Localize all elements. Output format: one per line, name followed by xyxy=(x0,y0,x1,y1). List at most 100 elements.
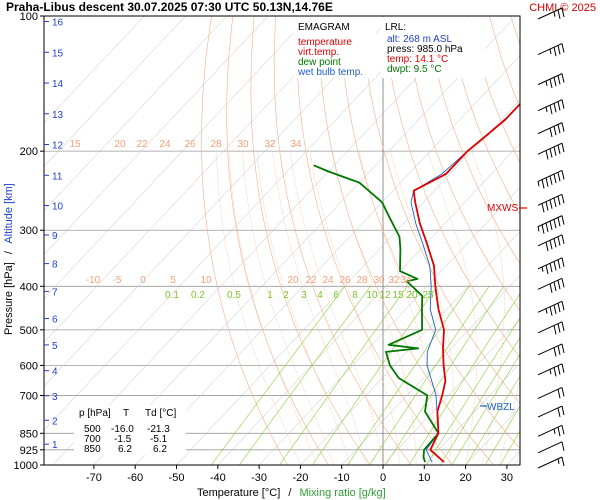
x-tick-label: -70 xyxy=(86,472,102,484)
wind-barb-feather xyxy=(557,217,561,227)
y-axis-label: Pressure [hPa] xyxy=(3,262,15,335)
y-tick-label: 700 xyxy=(20,390,38,402)
theta-label-upper: 24 xyxy=(159,139,171,150)
wind-barb-half-feather xyxy=(553,428,556,435)
series-temperature xyxy=(412,102,520,463)
theta-label-upper: 28 xyxy=(210,139,222,150)
level-table: p [hPa] T Td [°C] 500 -16.0 -21.3 700 -1… xyxy=(74,405,186,455)
mixing-ratio-label: 0.5 xyxy=(227,290,241,301)
altitude-tick-label: 11 xyxy=(52,171,63,182)
x-tick-label: -50 xyxy=(169,472,185,484)
wind-barb-feather xyxy=(561,456,565,467)
table-row-0-p: 500 xyxy=(84,424,101,435)
wind-barb-feather xyxy=(561,43,565,53)
wind-barb-half-feather xyxy=(549,369,552,375)
wind-barb xyxy=(537,193,565,213)
credit-text: CHMI © 2025 xyxy=(529,2,596,14)
wbzl-marker: WBZL xyxy=(480,402,515,413)
y-tick-label: 200 xyxy=(20,146,38,158)
isotherm-line xyxy=(44,16,228,211)
wind-barb-feather xyxy=(545,241,549,252)
theta-label-mid: 34 xyxy=(400,275,412,286)
mixing-ratio-line xyxy=(279,286,408,465)
wind-barb-feather xyxy=(549,78,553,89)
lrl-box: LRL: alt: 268 m ASL press: 985.0 hPa tem… xyxy=(381,17,485,78)
altitude-tick-label: 13 xyxy=(52,110,64,121)
isotherm-line xyxy=(424,362,520,465)
wind-barb-feather xyxy=(557,101,561,111)
altitude-tick-label: 6 xyxy=(52,315,58,326)
level-table-background xyxy=(74,405,186,455)
wind-barb-feather xyxy=(553,146,557,156)
wind-barb-feather xyxy=(549,104,553,115)
wind-barb-feather xyxy=(557,236,561,246)
isotherm-line xyxy=(300,231,520,465)
wind-barb-feather xyxy=(561,143,565,153)
moist-adiabat xyxy=(498,378,520,465)
mixing-ratio-line xyxy=(211,286,346,465)
wind-barb-feather xyxy=(561,122,565,132)
theta-label-upper: 30 xyxy=(237,139,249,150)
wind-barb-feather xyxy=(561,363,565,373)
isotherm-line xyxy=(217,143,520,465)
x-tick-label: 10 xyxy=(418,472,430,484)
mixing-ratio-label: 12 xyxy=(379,290,391,301)
wind-barb-feather xyxy=(549,240,553,250)
wind-barb-feather xyxy=(557,9,561,19)
wind-barb-feather xyxy=(549,148,553,158)
table-row-2-t: 6.2 xyxy=(118,444,132,455)
wind-barb-feather xyxy=(557,407,561,417)
dry-adiabat xyxy=(424,16,520,265)
altitude-tick-label: 1 xyxy=(52,440,58,451)
mixing-ratio-label: 4 xyxy=(317,290,323,301)
mixing-ratio-label: 1 xyxy=(267,290,273,301)
moist-adiabat xyxy=(216,151,301,465)
background-lines xyxy=(44,16,520,465)
dry-adiabat xyxy=(403,16,520,312)
y-tick-label: 100 xyxy=(20,11,38,23)
moist-adiabat xyxy=(289,151,384,465)
y-tick-label: 850 xyxy=(20,428,38,440)
wind-barb-half-feather xyxy=(537,226,540,232)
y-tick-label: 300 xyxy=(20,225,38,237)
wind-barb-feather xyxy=(541,224,545,234)
y-axis-alt-label: Altitude [km] xyxy=(3,183,15,244)
dry-adiabat xyxy=(446,16,520,216)
mixing-ratio-label: 20 xyxy=(406,290,418,301)
wind-barb-feather xyxy=(557,365,561,375)
theta-label-mid: 22 xyxy=(305,275,317,286)
mixing-ratio-label: 10 xyxy=(366,290,378,301)
altitude-tick-label: 2 xyxy=(52,416,58,427)
wind-barb xyxy=(537,215,565,234)
wind-barb xyxy=(537,142,565,160)
lrl-press: press: 985.0 hPa xyxy=(387,44,463,55)
isotherm-line xyxy=(44,16,186,167)
table-row-1-td: -5.1 xyxy=(150,434,168,445)
wind-barb-half-feather xyxy=(557,458,560,464)
wind-barb-feather xyxy=(549,263,553,273)
wind-barb-feather xyxy=(561,73,565,83)
wind-barb-feather xyxy=(553,103,557,113)
altitude-tick-label: 14 xyxy=(52,79,64,90)
wind-barb-half-feather xyxy=(545,80,548,86)
moist-adiabat xyxy=(228,151,318,465)
lrl-alt: alt: 268 m ASL xyxy=(387,34,452,45)
wind-barb-feather xyxy=(553,219,557,229)
mixing-ratio-line xyxy=(439,337,520,465)
wind-barb-feather xyxy=(561,278,565,288)
table-header-t: T xyxy=(123,408,129,419)
lrl-dwpt: dwpt: 9.5 °C xyxy=(387,64,442,75)
altitude-tick-label: 16 xyxy=(52,18,64,29)
table-header-td: Td [°C] xyxy=(145,408,176,419)
wind-barb xyxy=(537,122,565,138)
wind-barb-feather xyxy=(557,302,561,313)
legend-item-virt-temp: virt.temp. xyxy=(298,47,339,58)
dry-adiabat xyxy=(296,16,453,465)
wind-barb-feather xyxy=(561,170,565,180)
wind-barb xyxy=(537,321,565,335)
wind-barb-feather xyxy=(561,405,565,416)
wind-barb-feather xyxy=(557,323,561,333)
wind-barb-feather xyxy=(553,47,557,57)
wind-barb-feather xyxy=(553,238,557,248)
altitude-tick-label: 8 xyxy=(52,260,58,271)
